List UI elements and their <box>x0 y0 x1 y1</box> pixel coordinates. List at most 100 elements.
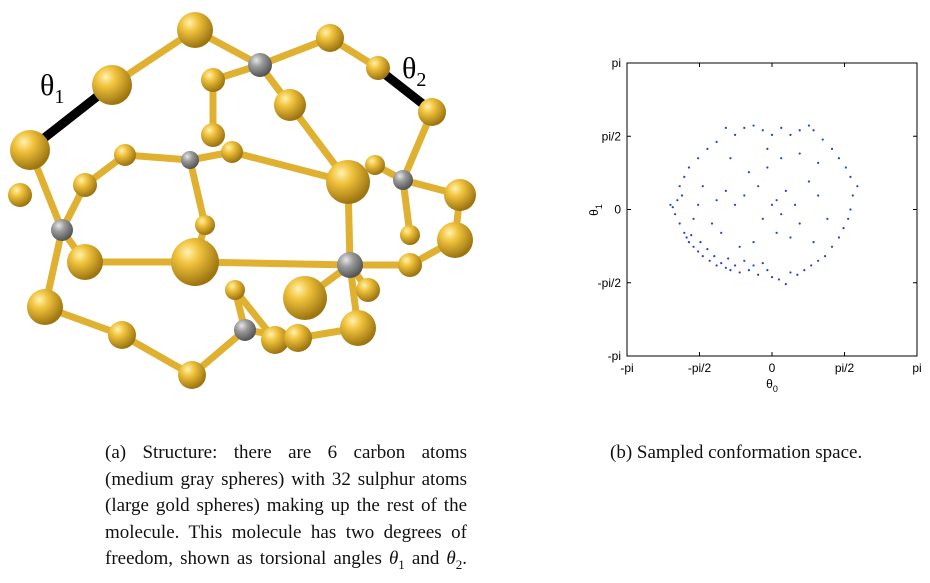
point <box>770 276 774 279</box>
point <box>770 133 774 136</box>
point <box>733 203 737 206</box>
point <box>757 185 760 188</box>
atoms <box>8 12 476 389</box>
point <box>673 213 677 216</box>
point <box>798 152 801 155</box>
point <box>796 273 799 276</box>
point <box>798 222 801 225</box>
point <box>766 147 769 150</box>
x-tick-label: 0 <box>769 361 776 375</box>
point <box>812 241 815 244</box>
point <box>720 231 723 234</box>
subscript: 1 <box>54 86 64 108</box>
point <box>680 194 684 197</box>
x-tick-label: pi/2 <box>835 361 855 375</box>
caption-part: 1 <box>398 556 405 572</box>
caption-part: θ <box>388 548 399 569</box>
point <box>780 213 783 216</box>
caption-a: (a) Structure: there are 6 carbon atoms (… <box>105 440 467 578</box>
x-tick-label: pi <box>912 361 921 375</box>
point <box>697 203 700 206</box>
point <box>683 175 686 178</box>
caption-part: freedom, shown as torsional angles <box>105 548 389 569</box>
point <box>830 245 834 248</box>
point <box>710 222 714 225</box>
subscript: 1 <box>594 204 604 209</box>
point <box>821 138 824 141</box>
point <box>823 255 827 258</box>
point <box>761 262 764 265</box>
point <box>847 217 850 220</box>
point <box>849 208 852 211</box>
point <box>807 124 811 127</box>
point <box>713 255 716 258</box>
torsion-label: θ2 <box>402 52 426 91</box>
point <box>752 124 755 127</box>
point <box>810 264 813 267</box>
point <box>715 140 718 143</box>
x-tick-label: -pi/2 <box>688 361 712 375</box>
point <box>830 147 834 150</box>
point <box>706 147 709 150</box>
point <box>690 234 693 237</box>
caption-b: (b) Sampled conformation space. <box>610 442 863 463</box>
point <box>687 166 691 169</box>
point <box>747 269 751 272</box>
symbol: θ <box>402 52 416 85</box>
symbol: θ <box>766 377 773 391</box>
point <box>724 189 727 192</box>
point <box>743 126 746 129</box>
symbol: θ <box>40 69 54 102</box>
point <box>780 126 783 129</box>
point <box>817 161 820 164</box>
point <box>729 157 732 160</box>
point <box>706 248 709 251</box>
point <box>715 264 718 267</box>
point <box>720 262 723 265</box>
point <box>812 129 815 132</box>
point <box>817 259 820 262</box>
caption-part: θ <box>446 548 456 569</box>
caption-line: molecule. This molecule has two degrees … <box>105 521 467 543</box>
point <box>701 185 704 188</box>
figure: θ1 θ2 θ0 θ1 -pi -pi/2 0 pi/2 pi-pi-pi/20pi/2… <box>8 12 922 394</box>
point <box>692 245 695 248</box>
point <box>789 133 792 136</box>
y-tick-label: -pi/2 <box>598 276 622 290</box>
point <box>837 236 841 239</box>
point <box>724 126 727 129</box>
point <box>844 166 847 169</box>
point <box>743 194 746 197</box>
point <box>685 236 688 239</box>
point <box>676 199 679 202</box>
caption-line: (a) Structure: there are 6 carbon atoms <box>105 442 467 463</box>
x-tick-label: -pi <box>620 361 633 375</box>
caption-line: freedom, shown as torsional angles θ1 an… <box>105 546 467 578</box>
point <box>743 259 746 262</box>
point <box>784 283 787 286</box>
point <box>761 129 764 132</box>
caption-part: and <box>404 548 447 569</box>
y-axis-label: θ1 <box>587 204 604 216</box>
point <box>789 236 792 239</box>
point <box>678 185 681 188</box>
subscript: 0 <box>773 384 778 394</box>
plot-frame <box>626 62 918 357</box>
point <box>687 241 691 244</box>
point <box>692 217 695 220</box>
point <box>851 194 854 197</box>
subscript: 2 <box>416 69 426 91</box>
point <box>747 171 751 174</box>
point <box>793 203 797 206</box>
point <box>738 245 741 248</box>
point <box>678 222 681 225</box>
point <box>766 166 769 169</box>
point <box>856 185 859 188</box>
symbol: θ <box>587 209 601 216</box>
point <box>789 271 792 274</box>
torsion-bonds <box>31 68 431 150</box>
caption-line: (large gold spheres) making up the rest … <box>105 495 467 516</box>
torsion-label: θ1 <box>40 69 64 108</box>
point <box>803 269 806 272</box>
